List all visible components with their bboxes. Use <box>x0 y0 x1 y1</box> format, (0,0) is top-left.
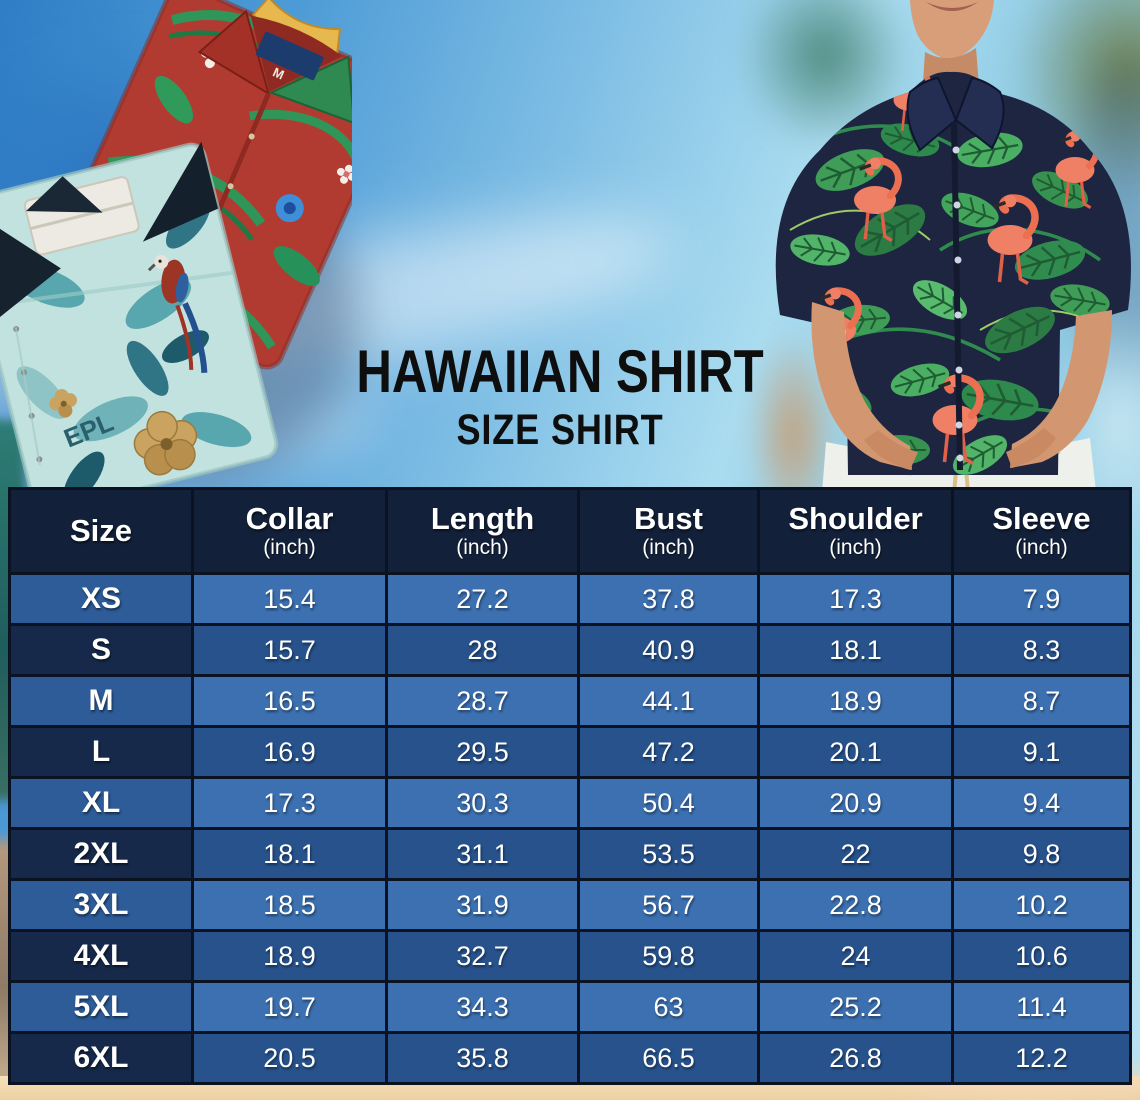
bust-value: 37.8 <box>577 572 760 626</box>
column-header-bust: Bust (inch) <box>577 487 760 575</box>
length-value: 35.8 <box>385 1031 580 1085</box>
sleeve-value: 9.4 <box>951 776 1132 830</box>
collar-value: 16.5 <box>191 674 388 728</box>
table-row: 6XL 20.5 35.8 66.5 26.8 12.2 <box>8 1031 1132 1085</box>
size-cell: S <box>8 623 194 677</box>
shoulder-value: 22 <box>757 827 954 881</box>
size-cell: 2XL <box>8 827 194 881</box>
column-header-collar: Collar (inch) <box>191 487 388 575</box>
length-value: 28.7 <box>385 674 580 728</box>
bust-value: 59.8 <box>577 929 760 983</box>
shirt-collar <box>906 76 1005 152</box>
collar-value: 18.1 <box>191 827 388 881</box>
bust-value: 47.2 <box>577 725 760 779</box>
bust-value: 50.4 <box>577 776 760 830</box>
shoulder-value: 20.1 <box>757 725 954 779</box>
title-block: HAWAIIAN SHIRT SIZE SHIRT <box>300 342 820 455</box>
length-value: 32.7 <box>385 929 580 983</box>
header-row: Size Collar (inch) Length (inch) Bust (inch… <box>8 487 1132 575</box>
length-value: 31.1 <box>385 827 580 881</box>
sleeve-value: 12.2 <box>951 1031 1132 1085</box>
sleeve-value: 10.2 <box>951 878 1132 932</box>
collar-value: 17.3 <box>191 776 388 830</box>
table-row: 5XL 19.7 34.3 63 25.2 11.4 <box>8 980 1132 1034</box>
sleeve-value: 8.7 <box>951 674 1132 728</box>
table-row: XS 15.4 27.2 37.8 17.3 7.9 <box>8 572 1132 626</box>
shoulder-value: 22.8 <box>757 878 954 932</box>
button-placket <box>951 121 963 471</box>
length-value: 30.3 <box>385 776 580 830</box>
sleeve-value: 10.6 <box>951 929 1132 983</box>
left-hand <box>864 430 918 470</box>
bust-value: 40.9 <box>577 623 760 677</box>
collar-value: 18.5 <box>191 878 388 932</box>
shoulder-value: 17.3 <box>757 572 954 626</box>
column-header-shoulder: Shoulder (inch) <box>757 487 954 575</box>
length-value: 34.3 <box>385 980 580 1034</box>
shoulder-value: 18.1 <box>757 623 954 677</box>
bust-value: 56.7 <box>577 878 760 932</box>
shirt-buttons <box>952 146 964 462</box>
bust-value: 44.1 <box>577 674 760 728</box>
collar-value: 19.7 <box>191 980 388 1034</box>
sleeve-value: 9.1 <box>951 725 1132 779</box>
bust-value: 66.5 <box>577 1031 760 1085</box>
collar-value: 20.5 <box>191 1031 388 1085</box>
column-header-length: Length (inch) <box>385 487 580 575</box>
collar-value: 15.7 <box>191 623 388 677</box>
bust-value: 53.5 <box>577 827 760 881</box>
table-row: 3XL 18.5 31.9 56.7 22.8 10.2 <box>8 878 1132 932</box>
right-hand <box>1006 428 1056 468</box>
size-cell: L <box>8 725 194 779</box>
table-row: 2XL 18.1 31.1 53.5 22 9.8 <box>8 827 1132 881</box>
shoulder-value: 24 <box>757 929 954 983</box>
shoulder-value: 20.9 <box>757 776 954 830</box>
column-header-sleeve: Sleeve (inch) <box>951 487 1132 575</box>
length-value: 31.9 <box>385 878 580 932</box>
column-header-size: Size <box>8 487 194 575</box>
page-subtitle: SIZE SHIRT <box>456 406 664 454</box>
size-cell: M <box>8 674 194 728</box>
shoulder-value: 25.2 <box>757 980 954 1034</box>
size-cell: 6XL <box>8 1031 194 1085</box>
sleeve-value: 11.4 <box>951 980 1132 1034</box>
collar-value: 16.9 <box>191 725 388 779</box>
bust-value: 63 <box>577 980 760 1034</box>
shoulder-value: 18.9 <box>757 674 954 728</box>
table-row: L 16.9 29.5 47.2 20.1 9.1 <box>8 725 1132 779</box>
length-value: 29.5 <box>385 725 580 779</box>
length-value: 28 <box>385 623 580 677</box>
table-row: S 15.7 28 40.9 18.1 8.3 <box>8 623 1132 677</box>
size-cell: 4XL <box>8 929 194 983</box>
size-cell: XS <box>8 572 194 626</box>
sleeve-value: 9.8 <box>951 827 1132 881</box>
size-cell: 5XL <box>8 980 194 1034</box>
sleeve-value: 8.3 <box>951 623 1132 677</box>
sleeve-value: 7.9 <box>951 572 1132 626</box>
table-row: 4XL 18.9 32.7 59.8 24 10.6 <box>8 929 1132 983</box>
table-row: XL 17.3 30.3 50.4 20.9 9.4 <box>8 776 1132 830</box>
shoulder-value: 26.8 <box>757 1031 954 1085</box>
collar-value: 18.9 <box>191 929 388 983</box>
size-cell: 3XL <box>8 878 194 932</box>
size-chart-table: Size Collar (inch) Length (inch) Bust (inch… <box>8 487 1132 1085</box>
collar-value: 15.4 <box>191 572 388 626</box>
table-row: M 16.5 28.7 44.1 18.9 8.7 <box>8 674 1132 728</box>
page-title: HAWAIIAN SHIRT <box>356 338 764 405</box>
length-value: 27.2 <box>385 572 580 626</box>
model-photo <box>775 0 1131 545</box>
size-cell: XL <box>8 776 194 830</box>
